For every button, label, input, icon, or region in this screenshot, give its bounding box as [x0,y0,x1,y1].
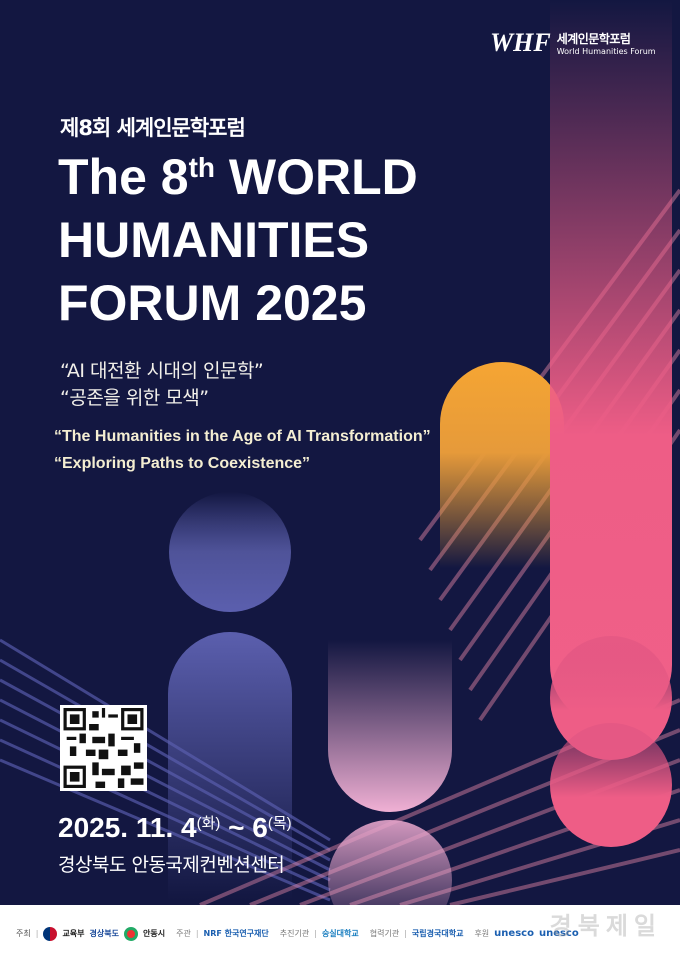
moe-logo-icon [43,926,58,941]
andong-logo-icon [123,926,138,941]
host-moe: 교육부 [62,929,85,938]
title-ordinal: The 8 [58,149,189,205]
logo-name-en: World Humanities Forum [556,47,656,56]
theme-kr-2: “공존을 위한 모색” [60,387,209,409]
promoter-soongsil: 숭실대학교 [321,929,359,938]
event-venue: 경상북도 안동국제컨벤션센터 [58,854,285,876]
purple-dot [169,492,291,612]
pink-pill-middle [328,640,452,812]
watermark: 경북제일 [549,912,662,940]
date-start: 2025. 11. 4 [58,812,197,843]
partner-label: 협력기관 [369,929,400,938]
organizer-nrf: NRF 한국연구재단 [203,929,269,938]
poster: WHF 세계인문학포럼 World Humanities Forum 제8회 세… [0,0,680,905]
theme-kr-1: “AI 대전환 시대의 인문학” [60,360,264,382]
promoter-label: 추진기관 [279,929,310,938]
qr-code-icon [63,708,144,788]
title-ordinal-suffix: th [188,152,216,183]
sponsor-label: 후원 [474,929,490,938]
date-end: ~ 6 [220,812,268,843]
theme-en-2: “Exploring Paths to Coexistence” [54,455,311,472]
date-end-day: (목) [267,815,292,832]
pink-dot-right-1 [550,636,672,760]
host-gyeongbuk: 경상북도 [89,929,119,938]
title-world: WORLD [215,149,418,205]
partner-gyeongkuk: 국립경국대학교 [411,929,464,938]
purple-pill [168,632,292,900]
title-line-3: FORUM 2025 [58,275,367,331]
host-label: 주최 [16,929,31,938]
sponsor-unesco-1: unesco [494,928,534,939]
orange-pill [440,362,564,620]
pink-dot-middle [328,820,452,905]
title-line-1: The 8th WORLD [58,152,418,202]
background-graphics [0,0,680,905]
title-line-2: HUMANITIES [58,212,370,268]
qr-code[interactable] [60,705,147,791]
pink-pill-right [550,0,672,726]
pink-dot-right-2 [550,723,672,847]
title-korean: 제8회 세계인문학포럼 [60,116,246,140]
theme-en-1: “The Humanities in the Age of AI Transfo… [54,428,431,445]
left-stripes [0,638,331,902]
sponsor-footer: 주최 | 교육부 경상북도 안동시 주관 | NRF 한국연구재단 추진기관 | 숭실… [0,905,680,962]
sponsor-unesco-2: unesco [538,928,579,939]
date-start-day: (화) [196,815,221,832]
whf-logo: WHF 세계인문학포럼 World Humanities Forum [490,28,656,58]
organizer-label: 주관 [176,929,191,938]
event-date: 2025. 11. 4(화) ~ 6(목) [58,812,292,844]
host-andong: 안동시 [142,929,166,938]
logo-mark: WHF [490,28,551,57]
logo-name-kr: 세계인문학포럼 [556,32,631,46]
